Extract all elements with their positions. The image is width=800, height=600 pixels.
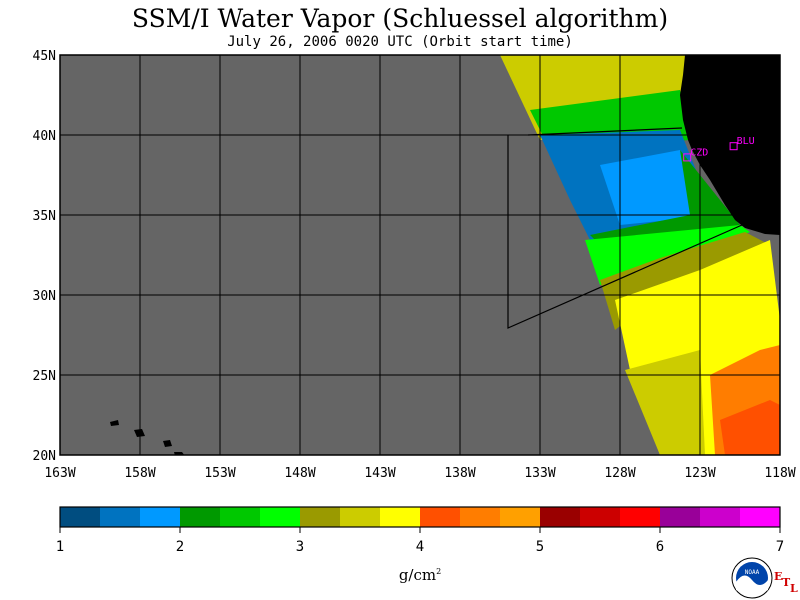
map-title: SSM/I Water Vapor (Schluessel algorithm) bbox=[131, 4, 669, 33]
colorbar-swatch bbox=[220, 507, 261, 527]
colorbar-tick-label: 3 bbox=[296, 539, 304, 555]
colorbar-swatch bbox=[420, 507, 461, 527]
gridlines bbox=[60, 55, 780, 455]
swath-band-red-orange bbox=[720, 400, 780, 455]
noaa-logo: NOAA bbox=[731, 557, 773, 599]
colorbar-tick-label: 2 bbox=[176, 539, 184, 555]
lat-tick-label: 40N bbox=[33, 129, 56, 144]
lon-tick-label: 153W bbox=[204, 466, 235, 481]
lon-tick-label: 148W bbox=[284, 466, 315, 481]
colorbar-tick-label: 1 bbox=[56, 539, 64, 555]
lon-tick-label: 163W bbox=[44, 466, 75, 481]
colorbar-swatch bbox=[180, 507, 221, 527]
lon-tick-label: 158W bbox=[124, 466, 155, 481]
latitude-labels: 45N 40N 35N 30N 25N 20N bbox=[33, 49, 56, 464]
colorbar-tick-label: 6 bbox=[656, 539, 664, 555]
colorbar-swatch bbox=[100, 507, 141, 527]
colorbar-units-exponent: 2 bbox=[436, 567, 442, 576]
colorbar-tick-label: 5 bbox=[536, 539, 544, 555]
etl-letter-t: T bbox=[782, 576, 791, 589]
colorbar-swatch bbox=[300, 507, 341, 527]
noaa-logo-text: NOAA bbox=[745, 569, 760, 576]
colorbar-swatch bbox=[140, 507, 181, 527]
map-plot: CZD BLU bbox=[60, 55, 780, 455]
swath-band-olive-south bbox=[625, 350, 705, 455]
station-label: BLU bbox=[737, 136, 755, 147]
colorbar-swatch bbox=[500, 507, 541, 527]
lon-tick-label: 143W bbox=[364, 466, 395, 481]
lon-tick-label: 123W bbox=[684, 466, 715, 481]
colorbar-swatch bbox=[660, 507, 701, 527]
lat-tick-label: 30N bbox=[33, 289, 56, 304]
colorbar-swatch bbox=[380, 507, 421, 527]
map-subtitle: July 26, 2006 0020 UTC (Orbit start time… bbox=[227, 34, 573, 50]
station-marker bbox=[729, 142, 738, 151]
lon-tick-label: 138W bbox=[444, 466, 475, 481]
colorbar-units: g/cm2 bbox=[380, 566, 460, 584]
lon-tick-label: 128W bbox=[604, 466, 635, 481]
colorbar-swatch bbox=[540, 507, 581, 527]
etl-letter-e: E bbox=[774, 570, 783, 583]
lon-tick-label: 118W bbox=[764, 466, 795, 481]
colorbar-tick-label: 4 bbox=[416, 539, 424, 555]
colorbar-swatch bbox=[340, 507, 381, 527]
colorbar-swatch bbox=[260, 507, 301, 527]
lat-tick-label: 35N bbox=[33, 209, 56, 224]
colorbar bbox=[59, 506, 781, 528]
station-label: CZD bbox=[690, 147, 708, 158]
colorbar-swatch bbox=[700, 507, 741, 527]
colorbar-tick-label: 7 bbox=[776, 539, 784, 555]
lat-tick-label: 20N bbox=[33, 449, 56, 464]
colorbar-swatch bbox=[580, 507, 621, 527]
swath-band-green-coast bbox=[590, 150, 740, 245]
colorbar-swatch bbox=[60, 507, 101, 527]
station-marker bbox=[683, 153, 692, 162]
lon-tick-label: 133W bbox=[524, 466, 555, 481]
lat-tick-label: 25N bbox=[33, 369, 56, 384]
etl-letter-l: L bbox=[790, 582, 798, 595]
colorbar-swatch bbox=[740, 507, 781, 527]
station-markers: CZD BLU bbox=[683, 136, 755, 162]
colorbar-tick-labels: 1 2 3 4 5 6 7 bbox=[56, 527, 784, 555]
lat-tick-label: 45N bbox=[33, 49, 56, 64]
water-vapor-swath bbox=[500, 55, 780, 455]
colorbar-swatch bbox=[460, 507, 501, 527]
colorbar-units-base: g/cm bbox=[398, 566, 437, 584]
analysis-domain-outline bbox=[507, 127, 743, 329]
longitude-labels: 163W 158W 153W 148W 143W 138W 133W 128W 123W 118W bbox=[44, 466, 795, 481]
map-frame bbox=[59, 54, 781, 456]
colorbar-swatch bbox=[620, 507, 661, 527]
